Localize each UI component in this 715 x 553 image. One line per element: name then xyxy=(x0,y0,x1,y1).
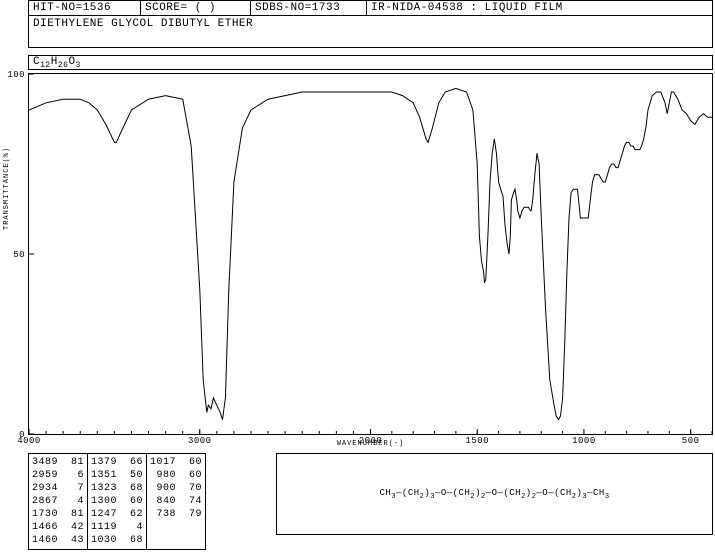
header-row: HIT-NO=1536 SCORE= ( ) SDBS-NO=1733 IR-N… xyxy=(28,0,713,16)
peak-row: 1466 42 xyxy=(32,521,84,534)
peak-row: 1030 68 xyxy=(91,534,143,547)
peak-column: 1379 661351 501323 681300 601247 621119 … xyxy=(88,453,147,550)
peak-row: 1460 43 xyxy=(32,534,84,547)
peak-row: 2959 6 xyxy=(32,469,84,482)
hit-no-cell: HIT-NO=1536 xyxy=(29,1,141,15)
peak-row: 980 60 xyxy=(150,469,202,482)
peak-column: 1017 60 980 60 900 70 840 74 738 79 xyxy=(147,453,206,550)
peak-column: 3489 812959 62934 72867 41730 811466 421… xyxy=(28,453,88,550)
peak-row: 1119 4 xyxy=(91,521,143,534)
peak-row: 1017 60 xyxy=(150,456,202,469)
x-tick: 500 xyxy=(682,436,700,446)
peak-tables: 3489 812959 62934 72867 41730 811466 421… xyxy=(28,453,206,550)
peak-row: 3489 81 xyxy=(32,456,84,469)
peak-row: 840 74 xyxy=(150,495,202,508)
x-tick: 1500 xyxy=(465,436,489,446)
y-tick: 0 xyxy=(3,430,25,440)
peak-row: 738 79 xyxy=(150,508,202,521)
structure-formula: CH3—(CH2)3—O—(CH2)2—O—(CH2)2—O—(CH2)3—CH… xyxy=(380,488,610,501)
y-axis-label: TRANSMITTANCE(%) xyxy=(3,147,11,230)
peak-row: 2867 4 xyxy=(32,495,84,508)
x-tick: 3000 xyxy=(188,436,212,446)
x-tick: 1000 xyxy=(572,436,596,446)
score-cell: SCORE= ( ) xyxy=(141,1,251,15)
peak-row: 1351 50 xyxy=(91,469,143,482)
spectrum-svg xyxy=(29,74,712,434)
peak-row: 1323 68 xyxy=(91,482,143,495)
peak-row: 900 70 xyxy=(150,482,202,495)
x-tick: 2000 xyxy=(359,436,383,446)
peak-row: 1300 60 xyxy=(91,495,143,508)
peak-row: 2934 7 xyxy=(32,482,84,495)
structure-box: CH3—(CH2)3—O—(CH2)2—O—(CH2)2—O—(CH2)3—CH… xyxy=(276,453,713,535)
spectrum-chart: WAVENUMBER(-) 40003000200015001000500 xyxy=(28,73,713,435)
footer-area: 3489 812959 62934 72867 41730 811466 421… xyxy=(28,453,713,550)
y-tick: 100 xyxy=(3,70,25,80)
peak-row: 1379 66 xyxy=(91,456,143,469)
y-tick: 50 xyxy=(3,250,25,260)
peak-row: 1730 81 xyxy=(32,508,84,521)
molecular-formula: C12H26O3 xyxy=(28,55,713,70)
title-cell: IR-NIDA-04538 : LIQUID FILM xyxy=(367,1,712,15)
compound-name: DIETHYLENE GLYCOL DIBUTYL ETHER xyxy=(28,16,713,48)
peak-row: 1247 62 xyxy=(91,508,143,521)
sdbs-cell: SDBS-NO=1733 xyxy=(251,1,367,15)
